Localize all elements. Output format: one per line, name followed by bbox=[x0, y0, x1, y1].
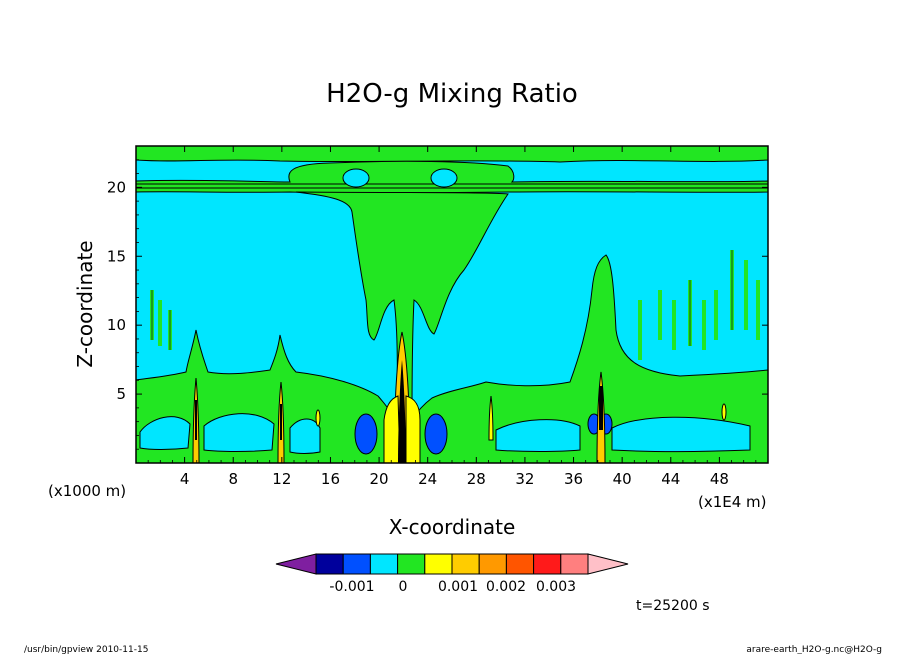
x-unit-left: (x1000 m) bbox=[48, 482, 126, 500]
x-tick-label: 12 bbox=[272, 470, 291, 488]
colorbar-box bbox=[560, 553, 589, 575]
upper-moisture-band bbox=[136, 146, 768, 163]
colorbar-box bbox=[342, 553, 371, 575]
x-tick-label: 40 bbox=[613, 470, 632, 488]
colorbar-label: 0.002 bbox=[486, 579, 526, 595]
colorbar-low-arrow bbox=[275, 553, 317, 575]
colorbar-box bbox=[424, 553, 453, 575]
colorbar-box bbox=[451, 553, 480, 575]
plot-area bbox=[136, 146, 768, 463]
footer-right: arare-earth_H2O-g.nc@H2O-g bbox=[746, 645, 882, 654]
x-axis-ticks: 4 8 12 16 20 24 28 32 36 40 44 48 bbox=[147, 146, 757, 488]
surface-pocket bbox=[203, 413, 275, 452]
boundary-layer bbox=[136, 254, 768, 463]
x-tick-label: 20 bbox=[370, 470, 389, 488]
negative-anomaly bbox=[424, 413, 448, 455]
surface-pocket bbox=[611, 416, 751, 452]
colorbar bbox=[275, 553, 629, 575]
colorbar-box bbox=[397, 553, 426, 575]
x-tick-label: 28 bbox=[467, 470, 486, 488]
x-tick-label: 48 bbox=[710, 470, 729, 488]
time-label: t=25200 s bbox=[636, 598, 710, 614]
colorbar-box bbox=[315, 553, 344, 575]
x-tick-label: 4 bbox=[180, 470, 190, 488]
chart-title: H2O-g Mixing Ratio bbox=[326, 79, 578, 109]
x-tick-label: 8 bbox=[228, 470, 238, 488]
colorbar-label: -0.001 bbox=[329, 579, 374, 595]
x-unit-right: (x1E4 m) bbox=[698, 493, 767, 511]
x-tick-label: 36 bbox=[564, 470, 583, 488]
colorbar-box bbox=[505, 553, 535, 575]
colorbar-label: 0 bbox=[399, 579, 408, 595]
x-tick-label: 16 bbox=[321, 470, 340, 488]
surface-pocket bbox=[495, 419, 581, 452]
band-bubble bbox=[430, 168, 458, 188]
colorbar-label: 0.001 bbox=[438, 579, 478, 595]
y-tick-label: 10 bbox=[107, 316, 126, 334]
colorbar-box bbox=[369, 553, 399, 575]
colorbar-label: 0.003 bbox=[536, 579, 576, 595]
surface-pocket bbox=[289, 418, 321, 454]
x-tick-label: 44 bbox=[661, 470, 680, 488]
x-axis-label: X-coordinate bbox=[389, 515, 516, 539]
y-axis-label: Z-coordinate bbox=[73, 240, 97, 367]
colorbar-box bbox=[533, 553, 562, 575]
y-axis-ticks: 5 10 15 20 bbox=[107, 159, 768, 450]
negative-anomaly bbox=[354, 413, 378, 455]
y-tick-label: 5 bbox=[116, 385, 126, 403]
surface-pocket bbox=[139, 416, 191, 450]
colorbar-high-arrow bbox=[587, 553, 629, 575]
footer-left: /usr/bin/gpview 2010-11-15 bbox=[24, 645, 148, 654]
y-tick-label: 15 bbox=[107, 247, 126, 265]
colorbar-box bbox=[478, 553, 507, 575]
x-tick-label: 32 bbox=[515, 470, 534, 488]
x-tick-label: 24 bbox=[418, 470, 437, 488]
y-tick-label: 20 bbox=[107, 178, 126, 196]
band-bubble bbox=[342, 168, 370, 188]
colorbar-labels: -0.001 0 0.001 0.002 0.003 bbox=[329, 579, 576, 595]
